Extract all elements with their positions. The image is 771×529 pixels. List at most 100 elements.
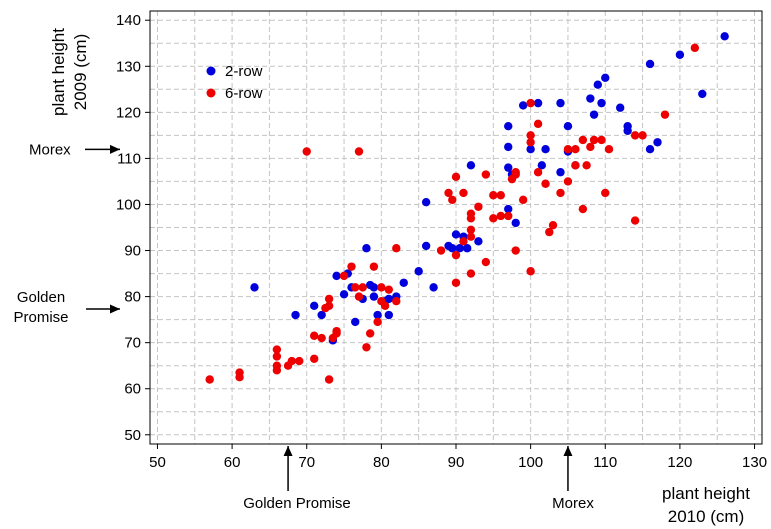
y-tick-label: 70 [124, 335, 141, 352]
point-6-row [597, 135, 606, 145]
point-2-row [429, 283, 438, 292]
point-2-row [563, 121, 573, 131]
point-6-row [295, 356, 304, 366]
x-axis-title-line1: plant height [662, 484, 750, 503]
point-6-row [272, 352, 282, 361]
point-2-row [556, 98, 565, 108]
y-tick-label: 50 [124, 427, 141, 444]
point-6-row [571, 161, 580, 170]
arrow-icon [85, 144, 120, 154]
point-6-row [459, 237, 468, 246]
point-6-row [589, 135, 599, 145]
arrow-icon [283, 446, 293, 491]
annotation-morex-y: Morex [29, 141, 71, 158]
point-6-row [563, 144, 573, 154]
point-6-row [571, 144, 580, 154]
annotation-morex-x: Morex [552, 495, 594, 512]
point-2-row [623, 121, 632, 131]
point-6-row [324, 301, 334, 311]
annotations: Morex Golden Promise Golden Promise Morex [13, 141, 594, 512]
x-tick-label: 130 [742, 454, 767, 471]
point-6-row [481, 170, 491, 179]
legend-marker-6-row [206, 88, 216, 98]
point-6-row [302, 147, 311, 156]
point-6-row [578, 204, 588, 214]
y-tick-label: 110 [117, 150, 141, 167]
point-2-row [504, 121, 513, 131]
point-6-row [526, 131, 535, 140]
point-6-row [272, 361, 282, 370]
point-6-row [459, 188, 468, 198]
x-tick-label: 100 [518, 454, 543, 471]
point-2-row [541, 144, 550, 154]
point-2-row [537, 161, 547, 170]
point-6-row [235, 368, 244, 377]
point-6-row [392, 297, 401, 306]
y-tick-label: 60 [124, 381, 141, 398]
point-6-row [451, 172, 461, 182]
point-6-row [373, 317, 382, 327]
point-6-row [586, 142, 595, 152]
point-2-row [414, 267, 423, 276]
point-2-row [518, 101, 528, 110]
point-6-row [630, 216, 640, 225]
y-tick-label: 120 [116, 104, 141, 121]
legend-label-2-row: 2-row [225, 63, 263, 80]
point-6-row [582, 161, 591, 170]
point-6-row [324, 294, 334, 304]
point-2-row [720, 32, 729, 41]
point-2-row [369, 292, 379, 301]
point-6-row [496, 211, 505, 221]
point-6-row [541, 179, 550, 188]
point-2-row [455, 244, 464, 253]
annotation-golden-promise-x: Golden Promise [243, 495, 351, 512]
x-tick-label: 70 [298, 454, 315, 471]
point-2-row [533, 98, 543, 108]
point-6-row [526, 138, 535, 147]
point-6-row [601, 188, 610, 198]
point-2-row [615, 103, 625, 112]
point-6-row [369, 262, 379, 271]
legend-label-6-row: 6-row [225, 85, 263, 102]
point-6-row [504, 211, 513, 221]
point-2-row [451, 230, 461, 239]
point-6-row [511, 168, 520, 177]
point-6-row [287, 356, 297, 366]
point-2-row [474, 237, 483, 246]
point-2-row [597, 98, 606, 108]
point-6-row [466, 214, 476, 223]
point-6-row [604, 144, 614, 154]
point-6-row [496, 191, 505, 200]
x-tick-label: 120 [667, 454, 692, 471]
x-axis-title-line2: 2010 (cm) [668, 507, 745, 526]
point-6-row [444, 188, 453, 198]
point-6-row [690, 43, 700, 53]
point-2-row [593, 80, 603, 89]
point-6-row [533, 168, 543, 177]
point-6-row [660, 110, 670, 119]
point-6-row [474, 202, 483, 211]
point-6-row [339, 271, 349, 281]
y-tick-label: 100 [116, 196, 141, 213]
point-6-row [545, 227, 554, 237]
y-axis-title-line1: plant height [49, 28, 68, 116]
point-2-row [373, 310, 382, 320]
point-6-row [317, 333, 326, 343]
point-2-row [339, 290, 349, 299]
point-6-row [563, 177, 573, 186]
point-6-row [365, 329, 375, 338]
point-6-row [205, 375, 214, 384]
point-6-row [548, 220, 558, 230]
point-6-row [309, 354, 319, 363]
annotation-golden-promise-y: Golden Promise [13, 289, 68, 326]
point-6-row [466, 225, 476, 235]
point-2-row [317, 310, 326, 320]
point-2-row [504, 163, 513, 172]
x-tick-label: 80 [373, 454, 390, 471]
point-6-row [377, 283, 386, 292]
point-6-row [489, 214, 498, 223]
point-2-row [466, 161, 476, 170]
y-tick-label: 90 [124, 243, 141, 260]
point-6-row [448, 195, 457, 205]
